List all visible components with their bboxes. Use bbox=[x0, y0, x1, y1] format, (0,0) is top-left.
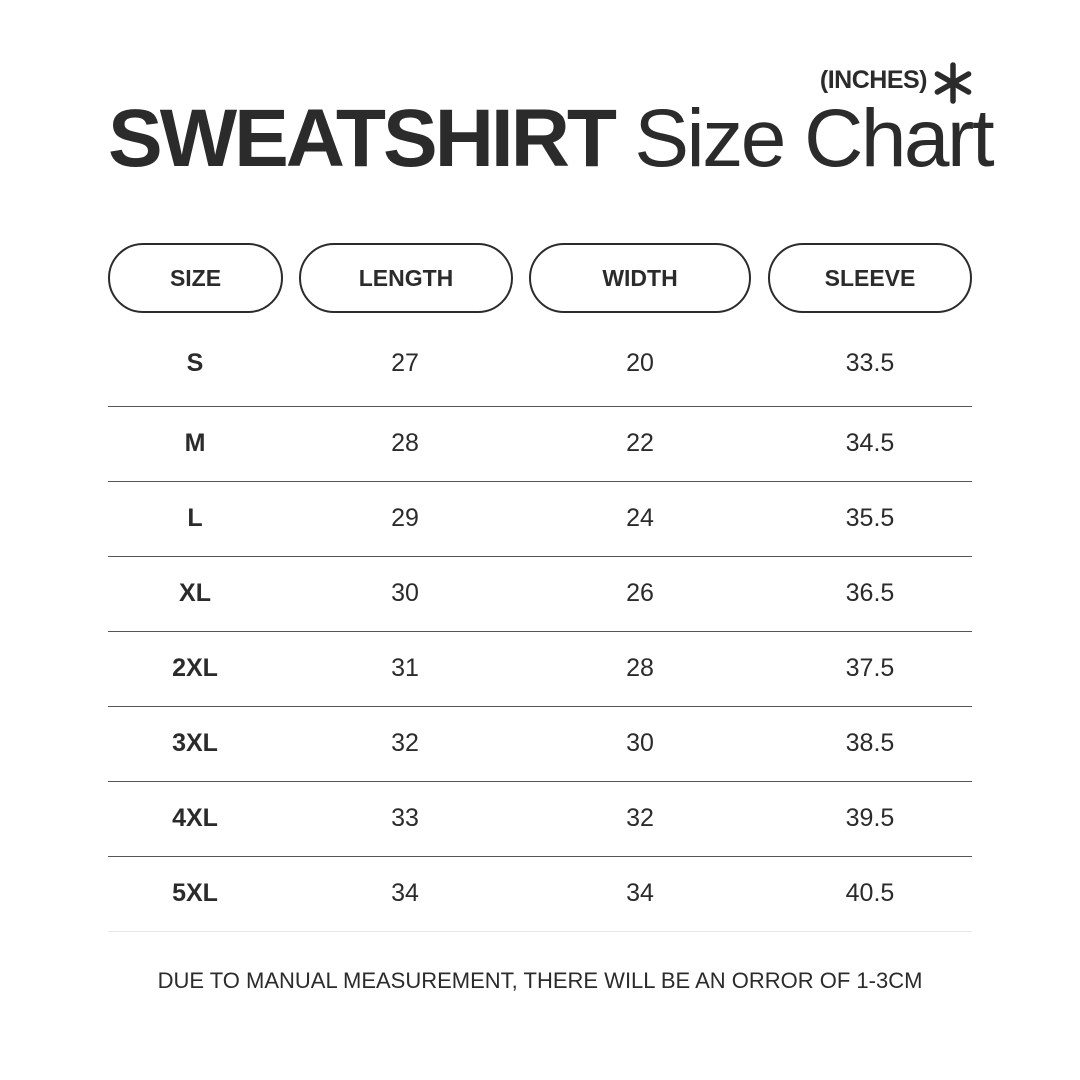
table-row: 2XL 31 28 37.5 bbox=[108, 631, 972, 707]
cell-width: 26 bbox=[626, 579, 654, 607]
column-header-length: LENGTH bbox=[299, 243, 513, 313]
cell-sleeve: 36.5 bbox=[845, 579, 895, 607]
cell-width: 28 bbox=[626, 654, 654, 682]
cell-length: 33 bbox=[391, 804, 419, 832]
column-header-sleeve: SLEEVE bbox=[768, 243, 972, 313]
table-row: 5XL 34 34 40.5 bbox=[108, 856, 972, 932]
cell-width: 32 bbox=[626, 804, 654, 832]
cell-sleeve: 35.5 bbox=[845, 504, 895, 532]
cell-sleeve: 37.5 bbox=[845, 654, 895, 682]
cell-size: L bbox=[187, 504, 203, 532]
cell-width: 30 bbox=[626, 729, 654, 757]
table-row: S 27 20 33.5 bbox=[108, 330, 972, 407]
column-header-size: SIZE bbox=[108, 243, 283, 313]
cell-size: 4XL bbox=[172, 804, 218, 832]
cell-sleeve: 40.5 bbox=[845, 879, 895, 907]
cell-length: 31 bbox=[391, 654, 419, 682]
cell-sleeve: 38.5 bbox=[845, 729, 895, 757]
asterisk-icon bbox=[934, 62, 972, 104]
cell-sleeve: 39.5 bbox=[845, 804, 895, 832]
column-header-width: WIDTH bbox=[529, 243, 751, 313]
cell-length: 28 bbox=[391, 429, 419, 457]
cell-width: 20 bbox=[626, 348, 654, 377]
cell-width: 22 bbox=[626, 429, 654, 457]
cell-length: 32 bbox=[391, 729, 419, 757]
cell-sleeve: 34.5 bbox=[845, 429, 895, 457]
cell-sleeve: 33.5 bbox=[845, 348, 895, 377]
cell-size: XL bbox=[179, 579, 211, 607]
table-row: 3XL 32 30 38.5 bbox=[108, 706, 972, 782]
table-row: XL 30 26 36.5 bbox=[108, 556, 972, 632]
title-light: Size Chart bbox=[634, 93, 994, 184]
cell-length: 27 bbox=[391, 348, 419, 377]
units-label: (INCHES) bbox=[819, 66, 928, 94]
cell-length: 34 bbox=[391, 879, 419, 907]
page-title: SWEATSHIRT Size Chart bbox=[108, 98, 995, 180]
cell-size: 5XL bbox=[172, 879, 218, 907]
cell-size: M bbox=[184, 429, 206, 457]
footer-note: DUE TO MANUAL MEASUREMENT, THERE WILL BE… bbox=[157, 968, 923, 993]
cell-size: S bbox=[186, 348, 204, 377]
cell-size: 2XL bbox=[172, 654, 218, 682]
cell-width: 34 bbox=[626, 879, 654, 907]
cell-width: 24 bbox=[626, 504, 654, 532]
table-row: M 28 22 34.5 bbox=[108, 406, 972, 482]
table-row: 4XL 33 32 39.5 bbox=[108, 781, 972, 857]
cell-length: 29 bbox=[391, 504, 419, 532]
cell-length: 30 bbox=[391, 579, 419, 607]
title-bold: SWEATSHIRT bbox=[108, 93, 617, 184]
table-row: L 29 24 35.5 bbox=[108, 481, 972, 557]
cell-size: 3XL bbox=[172, 729, 218, 757]
